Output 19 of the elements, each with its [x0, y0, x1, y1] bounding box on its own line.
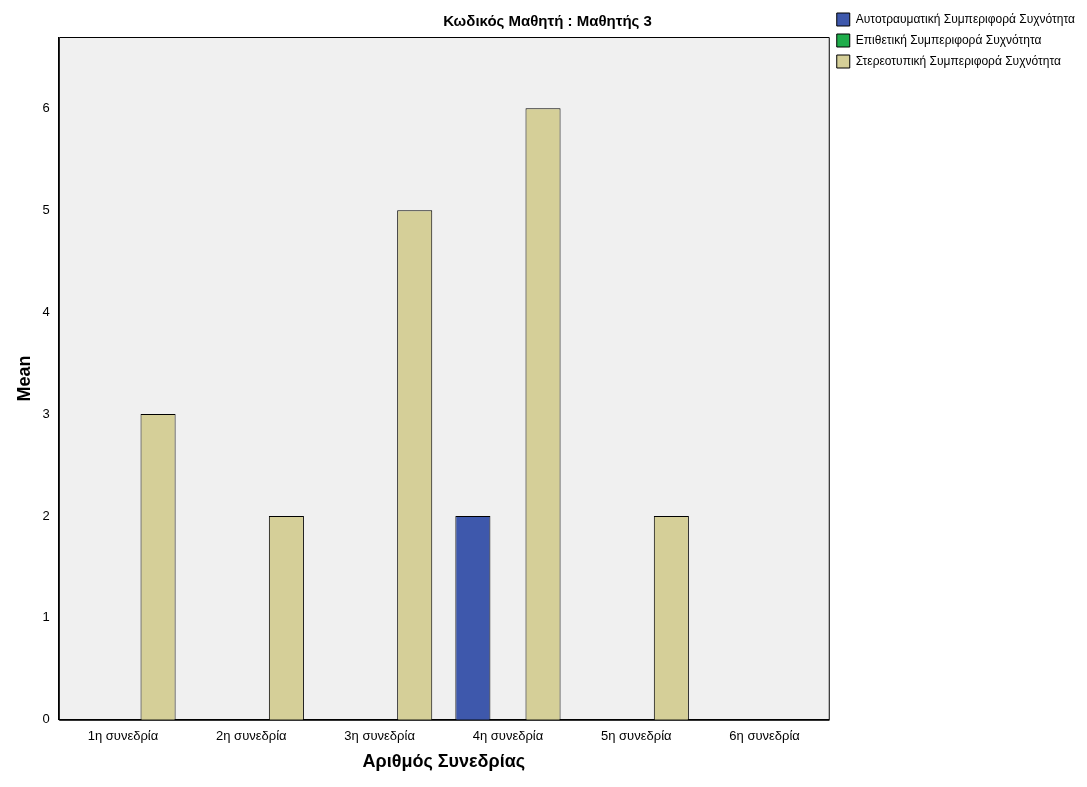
y-tick-label: 0 — [42, 711, 50, 727]
y-tick-label: 1 — [42, 609, 50, 625]
x-tick-label: 6η συνεδρία — [729, 728, 801, 744]
x-tick-label: 2η συνεδρία — [216, 728, 288, 744]
y-tick-label: 3 — [42, 405, 50, 421]
y-tick-label: 2 — [42, 507, 50, 523]
chart-title: Κωδικός Μαθητή : Μαθητής 3 — [443, 12, 652, 30]
x-tick-label: 3η συνεδρία — [344, 728, 416, 744]
y-tick-label: 6 — [42, 99, 50, 115]
x-tick-label: 1η συνεδρία — [87, 728, 159, 744]
legend-label: Αυτοτραυματική Συμπεριφορά Συχνότητα — [855, 11, 1076, 26]
x-tick-label: 4η συνεδρία — [472, 728, 544, 744]
y-axis-title: Mean — [13, 355, 34, 402]
y-tick-label: 5 — [42, 201, 50, 217]
x-tick-label: 5η συνεδρία — [601, 728, 673, 744]
x-axis-title: Αριθμός Συνεδρίας — [362, 751, 526, 772]
legend-label: Επιθετική Συμπεριφορά Συχνότητα — [855, 32, 1042, 47]
legend-label: Στερεοτυπική Συμπεριφορά Συχνότητα — [855, 53, 1061, 68]
y-tick-label: 4 — [42, 303, 50, 319]
